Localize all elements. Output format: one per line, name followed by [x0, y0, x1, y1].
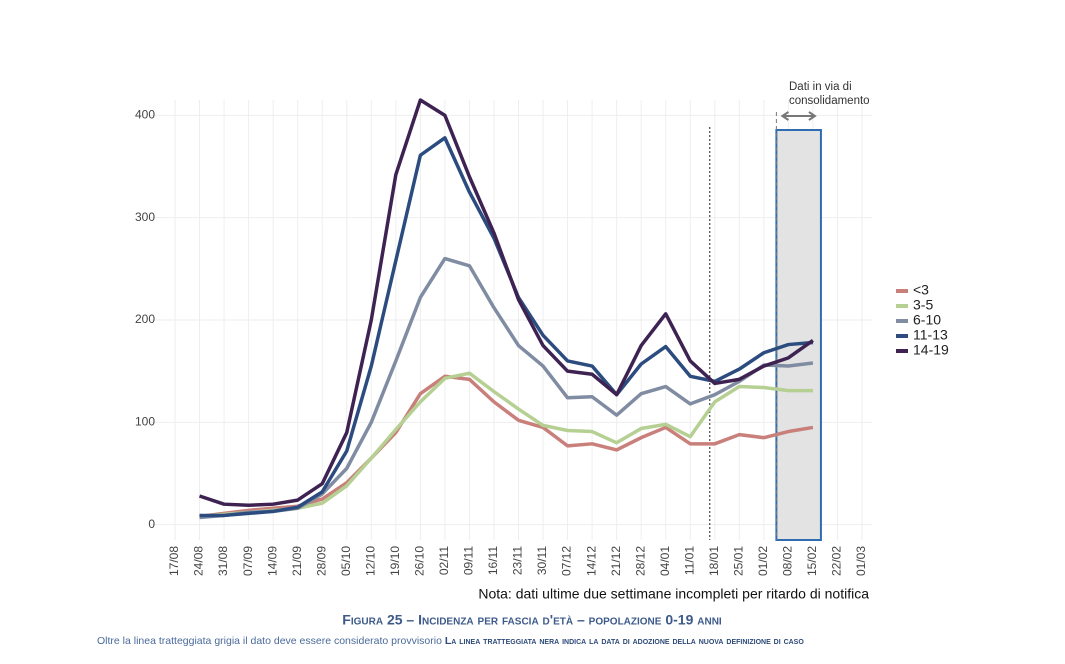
x-tick-label: 30/11: [535, 546, 549, 575]
legend-label: 6-10: [913, 312, 941, 328]
footnote: Oltre la linea tratteggiata grigia il da…: [97, 635, 804, 647]
x-tick-label: 11/01: [682, 546, 696, 575]
x-tick-label: 21/12: [609, 546, 623, 576]
x-tick-label: 28/09: [314, 546, 328, 576]
footnote-text: Oltre la linea tratteggiata grigia il da…: [97, 635, 442, 647]
annotation: Dati in via di: [789, 81, 852, 93]
x-tick-label: 07/12: [560, 546, 574, 576]
arrow: [780, 111, 817, 121]
x-tick-label: 02/11: [437, 546, 451, 575]
annotation: consolidamento: [789, 95, 870, 107]
x-tick-label: 14/09: [265, 546, 279, 576]
series-line: [198, 98, 814, 507]
legend-label: 14-19: [913, 342, 949, 358]
series-line: [199, 256, 814, 520]
legend-label: <3: [913, 282, 929, 298]
y-tick-label: 300: [135, 210, 155, 224]
x-tick-label: 01/03: [854, 546, 868, 576]
note: Nota: dati ultime due settimane incomple…: [478, 586, 869, 602]
x-tick-label: 14/12: [584, 546, 598, 576]
x-tick-label: 01/02: [756, 546, 770, 576]
x-tick-label: 19/10: [388, 546, 402, 576]
x-tick-label: 31/08: [216, 546, 230, 576]
y-tick-label: 200: [135, 312, 155, 326]
footnote-bold: La linea tratteggiata nera indica la dat…: [445, 635, 804, 647]
consolidation-box: [775, 129, 822, 541]
x-tick-label: 07/09: [241, 546, 255, 576]
y-tick-label: 0: [148, 517, 155, 531]
x-tick-label: 28/12: [633, 546, 647, 576]
x-tick-label: 23/11: [511, 546, 525, 575]
x-tick-label: 12/10: [363, 546, 377, 576]
x-tick-label: 04/01: [658, 546, 672, 576]
chart-title: Figura 25 – Incidenza per fascia d'età –…: [342, 612, 722, 628]
x-tick-label: 24/08: [192, 546, 206, 576]
legend-label: 3-5: [913, 297, 933, 313]
x-tick-label: 09/11: [462, 546, 476, 575]
x-tick-label: 21/09: [290, 546, 304, 576]
x-tick-label: 08/02: [781, 546, 795, 576]
x-tick-label: 22/02: [830, 546, 844, 576]
x-tick-label: 25/01: [731, 546, 745, 576]
x-tick-label: 15/02: [805, 546, 819, 576]
x-tick-label: 18/01: [707, 546, 721, 576]
series-line: [199, 371, 813, 519]
x-tick-label: 16/11: [486, 546, 500, 575]
x-tick-label: 26/10: [413, 546, 427, 576]
x-tick-label: 05/10: [339, 546, 353, 576]
y-tick-label: 400: [135, 108, 155, 122]
legend-label: 11-13: [913, 327, 948, 343]
x-tick-label: 17/08: [167, 546, 181, 576]
y-tick-label: 100: [135, 414, 155, 428]
